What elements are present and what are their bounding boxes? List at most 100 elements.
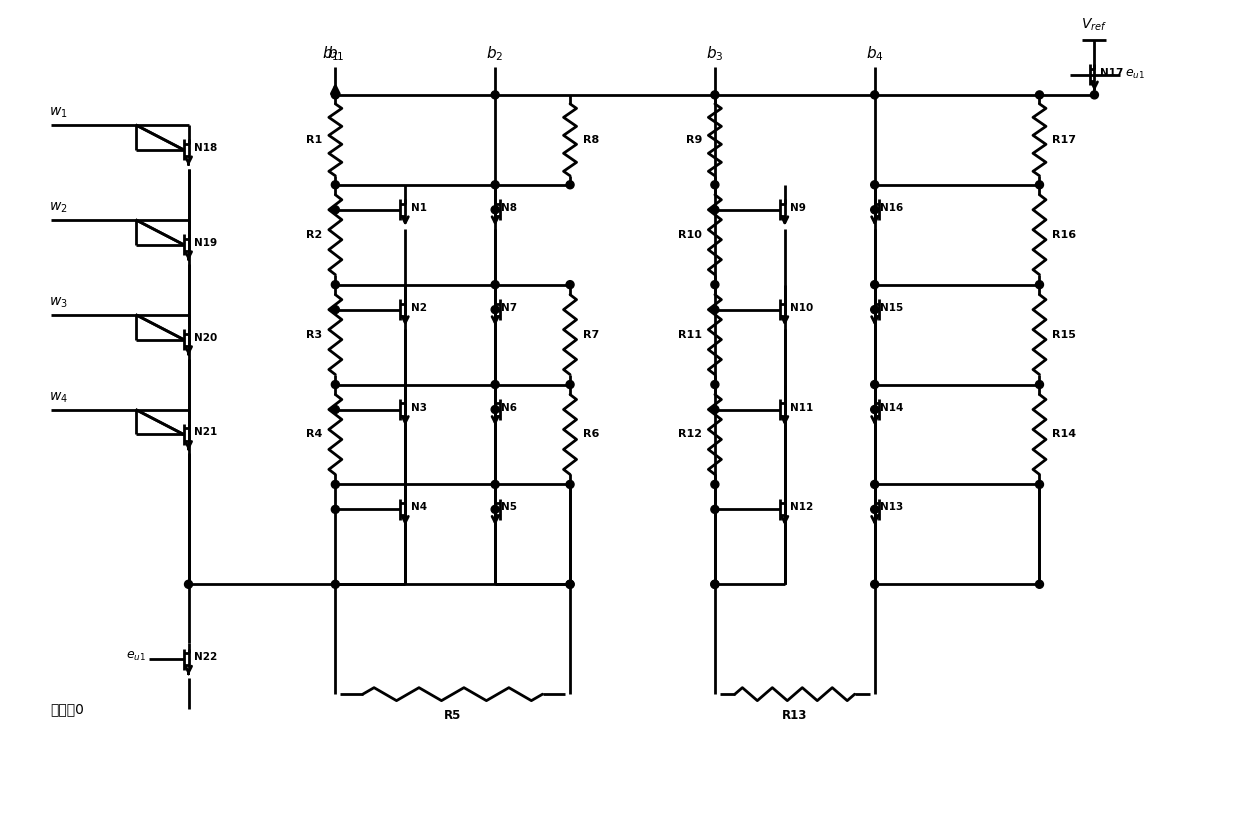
Circle shape — [491, 481, 500, 488]
Circle shape — [870, 206, 879, 214]
Text: R1: R1 — [306, 135, 322, 145]
Circle shape — [185, 581, 192, 588]
Text: N1: N1 — [410, 203, 427, 213]
Circle shape — [491, 181, 500, 188]
Circle shape — [870, 91, 879, 99]
Circle shape — [331, 505, 340, 514]
Text: R4: R4 — [306, 429, 322, 440]
Text: N8: N8 — [501, 203, 517, 213]
Circle shape — [491, 305, 500, 314]
Text: R7: R7 — [583, 329, 599, 340]
Text: R8: R8 — [583, 135, 599, 145]
Text: N15: N15 — [880, 303, 904, 313]
Circle shape — [1090, 91, 1099, 99]
Circle shape — [711, 505, 719, 514]
Circle shape — [711, 281, 719, 288]
Circle shape — [331, 581, 340, 588]
Circle shape — [567, 381, 574, 388]
Circle shape — [331, 305, 340, 314]
Text: N7: N7 — [501, 303, 517, 313]
Text: R11: R11 — [678, 329, 702, 340]
Text: R3: R3 — [306, 329, 322, 340]
Text: R12: R12 — [678, 429, 702, 440]
Circle shape — [331, 206, 340, 214]
Circle shape — [1035, 281, 1044, 288]
Circle shape — [1035, 91, 1044, 99]
Text: R10: R10 — [678, 229, 702, 240]
Circle shape — [711, 581, 719, 588]
Circle shape — [331, 405, 340, 414]
Circle shape — [711, 181, 719, 188]
Circle shape — [711, 91, 719, 99]
Text: N19: N19 — [193, 238, 217, 247]
Circle shape — [870, 181, 879, 188]
Text: $b_2$: $b_2$ — [486, 44, 503, 63]
Circle shape — [711, 581, 719, 588]
Text: R9: R9 — [686, 135, 702, 145]
Text: N2: N2 — [410, 303, 427, 313]
Text: $e_{u1}$: $e_{u1}$ — [1125, 68, 1145, 81]
Text: R6: R6 — [583, 429, 599, 440]
Circle shape — [1035, 181, 1044, 188]
Text: $e_{u1}$: $e_{u1}$ — [125, 649, 146, 663]
Circle shape — [870, 381, 879, 388]
Text: N6: N6 — [501, 402, 517, 413]
Text: N12: N12 — [790, 502, 813, 513]
Text: N3: N3 — [410, 402, 427, 413]
Text: N22: N22 — [193, 652, 217, 663]
Circle shape — [870, 581, 879, 588]
Circle shape — [711, 305, 719, 314]
Text: $b_1$: $b_1$ — [321, 44, 339, 63]
Circle shape — [870, 481, 879, 488]
Circle shape — [1035, 481, 1044, 488]
Circle shape — [870, 281, 879, 288]
Text: N13: N13 — [880, 502, 904, 513]
Text: $V_{ref}$: $V_{ref}$ — [1081, 16, 1107, 33]
Circle shape — [567, 281, 574, 288]
Text: N20: N20 — [193, 333, 217, 342]
Circle shape — [567, 581, 574, 588]
Text: 输出线0: 输出线0 — [51, 702, 84, 716]
Circle shape — [870, 505, 879, 514]
Text: $w_4$: $w_4$ — [48, 390, 68, 405]
Circle shape — [870, 405, 879, 414]
Text: R14: R14 — [1053, 429, 1076, 440]
Circle shape — [567, 481, 574, 488]
Text: $b_4$: $b_4$ — [866, 44, 884, 63]
Text: N9: N9 — [790, 203, 806, 213]
Text: N16: N16 — [880, 203, 904, 213]
Circle shape — [491, 505, 500, 514]
Text: R2: R2 — [306, 229, 322, 240]
Text: N11: N11 — [790, 402, 813, 413]
Circle shape — [491, 206, 500, 214]
Text: $w_2$: $w_2$ — [48, 201, 67, 215]
Text: R13: R13 — [782, 709, 807, 722]
Text: N18: N18 — [193, 143, 217, 153]
Circle shape — [1035, 381, 1044, 388]
Circle shape — [567, 181, 574, 188]
Circle shape — [331, 481, 340, 488]
Circle shape — [567, 581, 574, 588]
Circle shape — [491, 281, 500, 288]
Text: R5: R5 — [444, 709, 461, 722]
Text: $b_3$: $b_3$ — [706, 44, 724, 63]
Circle shape — [331, 281, 340, 288]
Text: R15: R15 — [1053, 329, 1076, 340]
Circle shape — [711, 381, 719, 388]
Text: R17: R17 — [1053, 135, 1076, 145]
Circle shape — [491, 405, 500, 414]
Circle shape — [331, 181, 340, 188]
Text: R16: R16 — [1053, 229, 1076, 240]
Circle shape — [331, 381, 340, 388]
Circle shape — [870, 305, 879, 314]
Circle shape — [331, 91, 340, 99]
Text: N10: N10 — [790, 303, 813, 313]
Circle shape — [491, 381, 500, 388]
Circle shape — [711, 481, 719, 488]
Text: N5: N5 — [501, 502, 517, 513]
Circle shape — [711, 206, 719, 214]
Circle shape — [1035, 581, 1044, 588]
Text: $b_1$: $b_1$ — [326, 44, 343, 63]
Circle shape — [491, 91, 500, 99]
Circle shape — [711, 405, 719, 414]
